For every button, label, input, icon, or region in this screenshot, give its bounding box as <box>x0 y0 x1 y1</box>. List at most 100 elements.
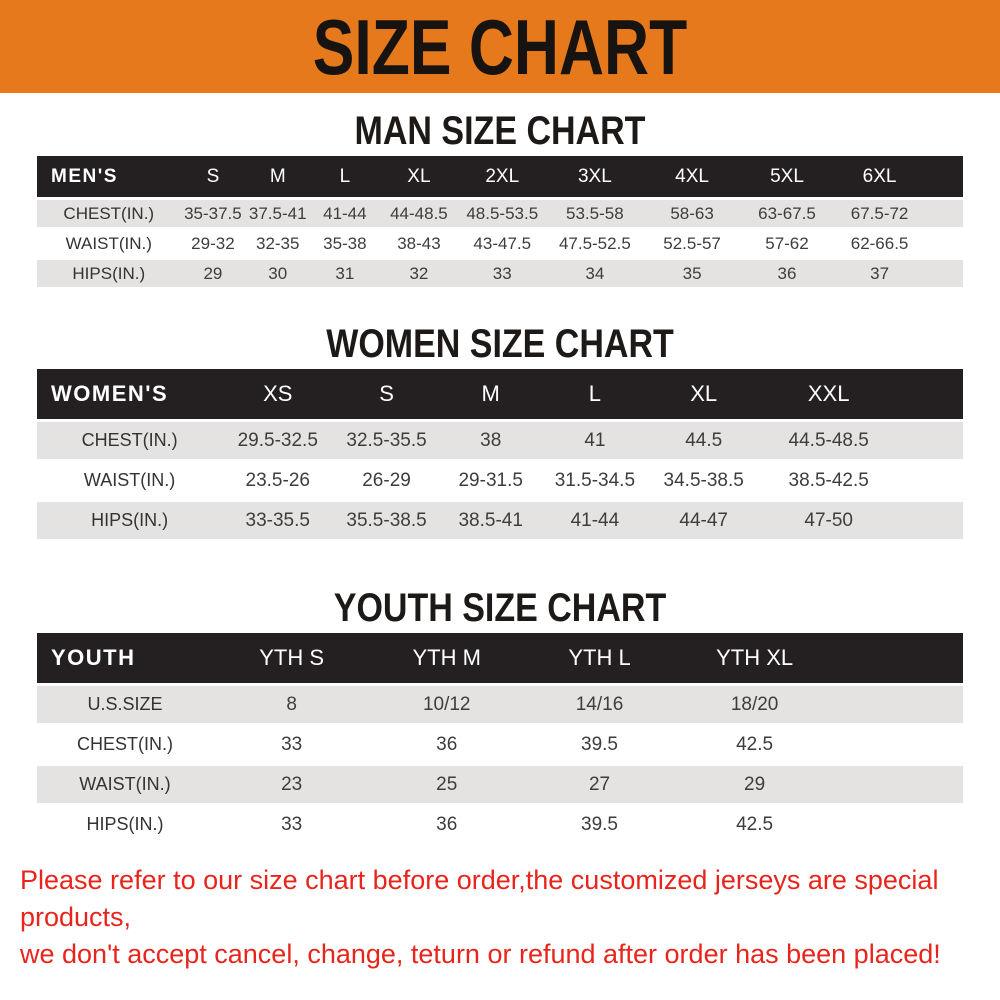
row-label: CHEST(IN.) <box>37 726 213 763</box>
size-value: 41-44 <box>310 200 380 227</box>
size-value: 32-35 <box>245 230 311 257</box>
youth-size-section: YOUTH SIZE CHART YOUTH YTH S YTH M YTH L YTH… <box>0 586 1000 846</box>
size-value: 38 <box>439 422 542 459</box>
size-column-header: 6XL <box>833 156 926 197</box>
measurement-row: CHEST(IN.) 33 36 39.5 42.5 <box>37 726 963 763</box>
banner-title: SIZE CHART <box>312 2 688 91</box>
size-column-header: 4XL <box>643 156 741 197</box>
size-value: 34 <box>546 260 644 287</box>
order-policy-note: Please refer to our size chart before or… <box>0 862 1000 973</box>
row-label: CHEST(IN.) <box>37 422 223 459</box>
size-value: 38.5-42.5 <box>759 462 899 499</box>
size-value: 57-62 <box>740 230 834 257</box>
size-value: 32 <box>379 260 459 287</box>
row-label: WAIST(IN.) <box>37 230 181 257</box>
size-value: 38.5-41 <box>439 502 542 539</box>
youth-size-table: YOUTH YTH S YTH M YTH L YTH XL U.S.SIZE 8 10/12… <box>37 630 963 846</box>
row-label: HIPS(IN.) <box>37 260 181 287</box>
size-value: 35.5-38.5 <box>333 502 440 539</box>
size-value: 37 <box>833 260 926 287</box>
size-value: 29 <box>180 260 246 287</box>
size-value: 58-63 <box>643 200 741 227</box>
spacer-cell <box>833 806 963 843</box>
size-value: 44-48.5 <box>379 200 459 227</box>
spacer-cell <box>898 422 963 459</box>
spacer-cell <box>925 260 963 287</box>
size-value: 14/16 <box>523 686 676 723</box>
measurement-row: U.S.SIZE 8 10/12 14/16 18/20 <box>37 686 963 723</box>
youth-size-heading: YOUTH SIZE CHART <box>333 586 667 630</box>
size-value: 44.5 <box>648 422 760 459</box>
size-value: 30 <box>245 260 311 287</box>
size-value: 44.5-48.5 <box>759 422 899 459</box>
size-column-header: S <box>180 156 246 197</box>
size-value: 63-67.5 <box>740 200 834 227</box>
size-value: 25 <box>370 766 524 803</box>
size-value: 39.5 <box>523 726 676 763</box>
size-value: 62-66.5 <box>833 230 926 257</box>
size-value: 10/12 <box>370 686 524 723</box>
size-value: 32.5-35.5 <box>333 422 440 459</box>
measurement-row: WAIST(IN.) 23.5-26 26-29 29-31.5 31.5-34.5 34… <box>37 462 963 499</box>
row-label: WAIST(IN.) <box>37 766 213 803</box>
spacer-cell <box>833 633 963 683</box>
spacer-cell <box>833 766 963 803</box>
measurement-row: WAIST(IN.) 23 25 27 29 <box>37 766 963 803</box>
size-value: 43-47.5 <box>458 230 547 257</box>
row-label: HIPS(IN.) <box>37 502 223 539</box>
size-value: 29-31.5 <box>439 462 542 499</box>
measurement-row: HIPS(IN.) 29 30 31 32 33 34 35 36 37 <box>37 260 963 287</box>
size-value: 37.5-41 <box>245 200 311 227</box>
women-size-heading: WOMEN SIZE CHART <box>326 322 674 366</box>
table-corner-label: WOMEN'S <box>37 369 223 419</box>
spacer-cell <box>898 502 963 539</box>
size-value: 35 <box>643 260 741 287</box>
size-column-header: L <box>541 369 649 419</box>
size-value: 42.5 <box>675 806 834 843</box>
size-value: 29.5-32.5 <box>222 422 334 459</box>
size-value: 35-38 <box>310 230 380 257</box>
size-column-header: YTH XL <box>675 633 834 683</box>
size-value: 36 <box>740 260 834 287</box>
size-column-header: YTH L <box>523 633 676 683</box>
size-value: 36 <box>370 806 524 843</box>
spacer-cell <box>833 726 963 763</box>
spacer-cell <box>925 230 963 257</box>
size-value: 29-32 <box>180 230 246 257</box>
size-value: 41-44 <box>541 502 649 539</box>
spacer-cell <box>925 156 963 197</box>
size-value: 67.5-72 <box>833 200 926 227</box>
size-value: 38-43 <box>379 230 459 257</box>
size-value: 18/20 <box>675 686 834 723</box>
table-header-row: WOMEN'S XS S M L XL XXL <box>37 369 963 419</box>
size-column-header: S <box>333 369 440 419</box>
size-value: 52.5-57 <box>643 230 741 257</box>
table-corner-label: MEN'S <box>37 156 181 197</box>
size-value: 31.5-34.5 <box>541 462 649 499</box>
order-policy-line-1: Please refer to our size chart before or… <box>20 865 939 932</box>
spacer-cell <box>833 686 963 723</box>
size-value: 23.5-26 <box>222 462 334 499</box>
table-corner-label: YOUTH <box>37 633 213 683</box>
size-value: 34.5-38.5 <box>648 462 760 499</box>
size-value: 33 <box>212 726 371 763</box>
size-column-header: M <box>245 156 311 197</box>
size-column-header: 5XL <box>740 156 834 197</box>
table-header-row: MEN'S S M L XL 2XL 3XL 4XL 5XL 6XL <box>37 156 963 197</box>
size-value: 47.5-52.5 <box>546 230 644 257</box>
size-value: 33 <box>458 260 547 287</box>
size-value: 48.5-53.5 <box>458 200 547 227</box>
order-policy-line-2: we don't accept cancel, change, teturn o… <box>20 939 941 969</box>
size-column-header: 3XL <box>546 156 644 197</box>
size-value: 26-29 <box>333 462 440 499</box>
spacer-cell <box>898 369 963 419</box>
measurement-row: HIPS(IN.) 33-35.5 35.5-38.5 38.5-41 41-44 44-… <box>37 502 963 539</box>
size-value: 29 <box>675 766 834 803</box>
size-value: 8 <box>212 686 371 723</box>
size-column-header: XL <box>648 369 760 419</box>
size-value: 35-37.5 <box>180 200 246 227</box>
man-size-heading: MAN SIZE CHART <box>354 109 646 153</box>
row-label: WAIST(IN.) <box>37 462 223 499</box>
measurement-row: WAIST(IN.) 29-32 32-35 35-38 38-43 43-47.5 47.… <box>37 230 963 257</box>
size-value: 33-35.5 <box>222 502 334 539</box>
